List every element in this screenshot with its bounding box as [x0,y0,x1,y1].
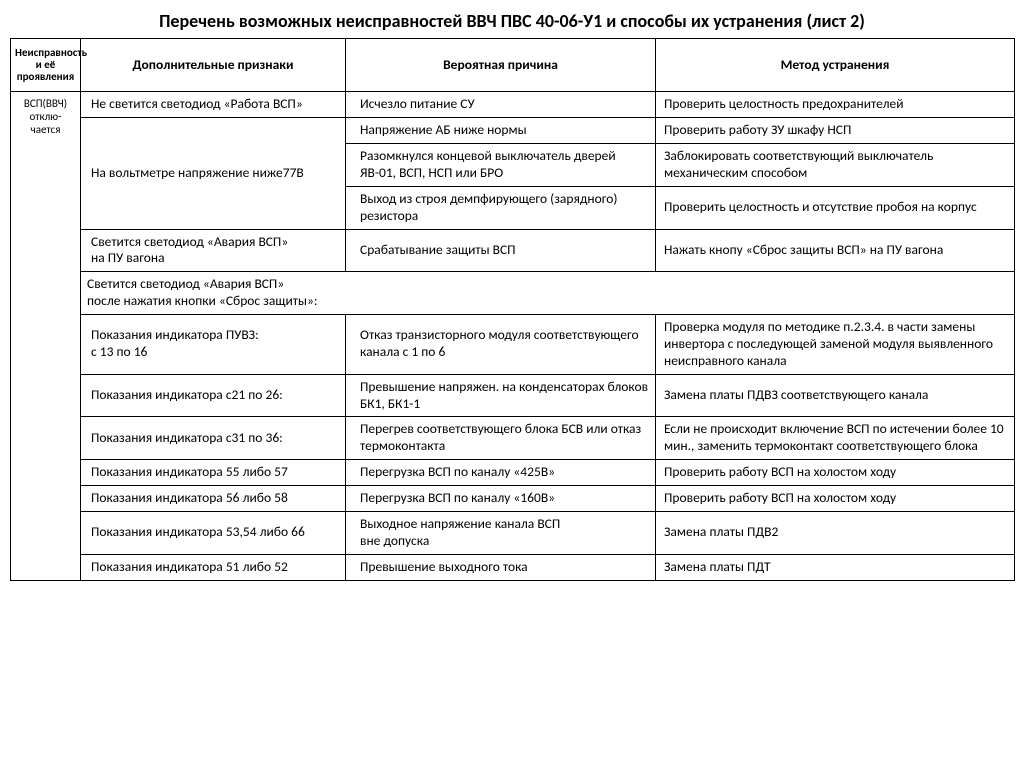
fix-cell: Проверить работу ЗУ шкафу НСП [656,118,1015,144]
signs-cell: Не светится светодиод «Работа ВСП» [81,92,346,118]
cause-cell: Срабатывание защиты ВСП [346,229,656,272]
signs-cell: Показания индикатора ПУВЗ: с 13 по 16 [81,315,346,375]
signs-cell-span: Светится светодиод «Авария ВСП» после на… [81,272,1015,315]
cause-cell: Разомкнулся концевой выключатель дверей … [346,144,656,187]
cause-cell: Выход из строя демпфирующего (зарядного)… [346,186,656,229]
cause-cell: Отказ транзисторного модуля соответствую… [346,315,656,375]
cause-cell: Перегрузка ВСП по каналу «160В» [346,486,656,512]
page-title: Перечень возможных неисправностей ВВЧ ПВ… [0,0,1024,38]
table-row: Светится светодиод «Авария ВСП» на ПУ ва… [11,229,1015,272]
fix-cell: Заблокировать соответствующий выключател… [656,144,1015,187]
cause-cell: Выходное напряжение канала ВСП вне допус… [346,511,656,554]
table-row: Показания индикатора 56 либо 58Перегрузк… [11,486,1015,512]
fix-cell: Если не происходит включение ВСП по исте… [656,417,1015,460]
signs-cell: Показания индикатора 56 либо 58 [81,486,346,512]
fix-cell: Замена платы ПДТ [656,554,1015,580]
col-header-fault: Неисправность и её проявления [11,39,81,92]
table-row: Показания индикатора 55 либо 57Перегрузк… [11,460,1015,486]
col-header-fix: Метод устранения [656,39,1015,92]
table-row: На вольтметре напряжение ниже77ВНапряжен… [11,118,1015,144]
signs-cell: Показания индикатора с21 по 26: [81,374,346,417]
table-row: Показания индикатора с21 по 26:Превышени… [11,374,1015,417]
signs-cell: Светится светодиод «Авария ВСП» на ПУ ва… [81,229,346,272]
signs-cell: Показания индикатора 51 либо 52 [81,554,346,580]
col-header-signs: Дополнительные признаки [81,39,346,92]
fix-cell: Замена платы ПДВ2 [656,511,1015,554]
table-row: Светится светодиод «Авария ВСП» после на… [11,272,1015,315]
table-row: Показания индикатора ПУВЗ: с 13 по 16Отк… [11,315,1015,375]
fix-cell: Проверить целостность предохранителей [656,92,1015,118]
signs-cell: Показания индикатора с31 по 36: [81,417,346,460]
faults-table: Неисправность и её проявления Дополнител… [10,38,1015,581]
table-row: Показания индикатора с31 по 36:Перегрев … [11,417,1015,460]
cause-cell: Напряжение АБ ниже нормы [346,118,656,144]
fix-cell: Проверить работу ВСП на холостом ходу [656,460,1015,486]
signs-cell: Показания индикатора 53,54 либо 66 [81,511,346,554]
signs-cell: На вольтметре напряжение ниже77В [81,118,346,229]
col-header-cause: Вероятная причина [346,39,656,92]
cause-cell: Перегрузка ВСП по каналу «425В» [346,460,656,486]
table-row: Показания индикатора 51 либо 52Превышени… [11,554,1015,580]
fix-cell: Проверить работу ВСП на холостом ходу [656,486,1015,512]
fault-cell: ВСП(ВВЧ) отклю-чается [11,92,81,580]
table-header-row: Неисправность и её проявления Дополнител… [11,39,1015,92]
fix-cell: Проверить целостность и отсутствие пробо… [656,186,1015,229]
cause-cell: Превышение выходного тока [346,554,656,580]
fix-cell: Замена платы ПДВЗ соответствующего канал… [656,374,1015,417]
signs-cell: Показания индикатора 55 либо 57 [81,460,346,486]
fix-cell: Нажать кнопу «Сброс защиты ВСП» на ПУ ва… [656,229,1015,272]
table-row: Показания индикатора 53,54 либо 66Выходн… [11,511,1015,554]
table-body: ВСП(ВВЧ) отклю-чаетсяНе светится светоди… [11,92,1015,580]
cause-cell: Превышение напряжен. на конденсаторах бл… [346,374,656,417]
fix-cell: Проверка модуля по методике п.2.3.4. в ч… [656,315,1015,375]
cause-cell: Перегрев соответствующего блока БСВ или … [346,417,656,460]
table-row: ВСП(ВВЧ) отклю-чаетсяНе светится светоди… [11,92,1015,118]
cause-cell: Исчезло питание СУ [346,92,656,118]
